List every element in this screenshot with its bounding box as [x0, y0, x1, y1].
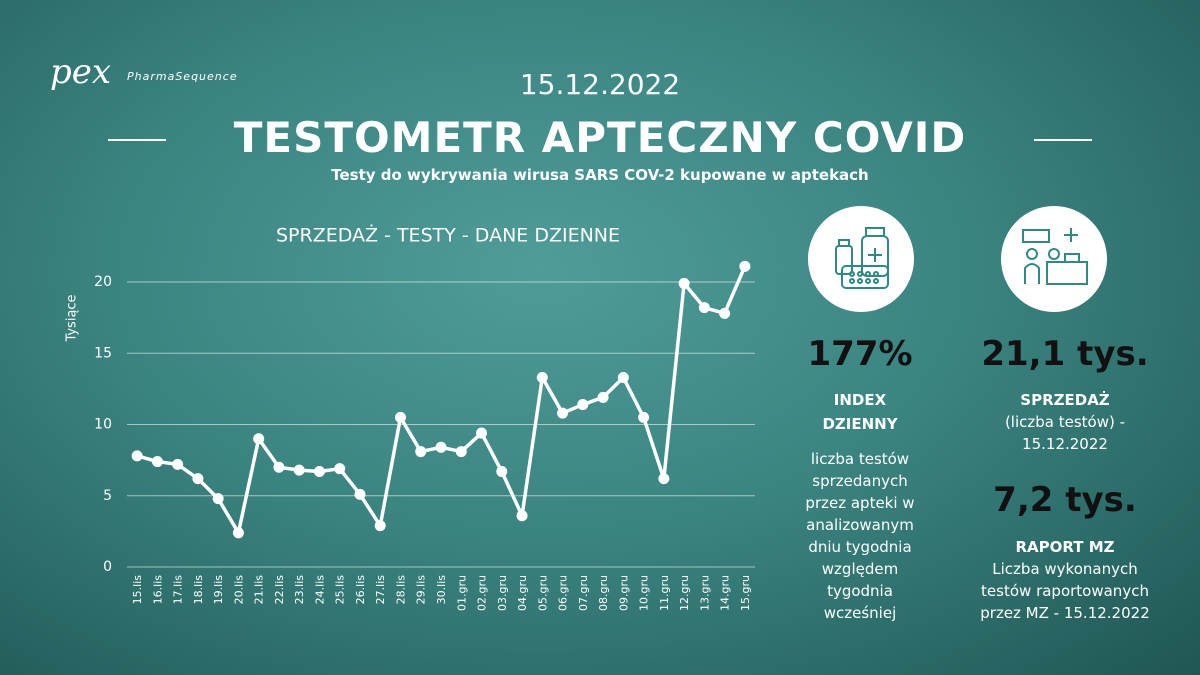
x-tick-label: 19.lis: [212, 575, 225, 605]
brand: PharmaSequence: [127, 70, 238, 83]
point: [638, 411, 650, 423]
y-tick-label: 15: [94, 345, 112, 361]
point: [172, 458, 184, 470]
x-tick-label: 25.lis: [334, 575, 347, 605]
subtitle: Testy do wykrywania wirusa SARS COV-2 ku…: [331, 166, 869, 184]
x-tick-label: 29.lis: [415, 575, 428, 605]
point: [293, 464, 305, 476]
x-tick-label: 08.gru: [597, 575, 610, 611]
point: [374, 520, 386, 532]
point: [577, 399, 589, 411]
point: [557, 407, 569, 419]
x-tick-label: 15.lis: [131, 575, 144, 605]
x-tick-label: 06.gru: [557, 575, 570, 611]
x-tick-label: 26.lis: [354, 575, 367, 605]
x-tick-label: 18.lis: [192, 575, 205, 605]
point: [739, 260, 751, 272]
x-tick-label: 21.lis: [253, 575, 266, 605]
x-tick-label: 16.lis: [151, 575, 164, 605]
point: [435, 441, 447, 453]
index-description: liczba testów sprzedanych przez apteki w…: [805, 450, 915, 622]
rule: [108, 139, 166, 141]
index-value: 177%: [807, 334, 913, 374]
point: [597, 391, 609, 403]
rule: [1034, 139, 1092, 141]
report-description: Liczba wykonanych testów raportowanych p…: [980, 560, 1150, 622]
point: [698, 302, 710, 314]
point: [334, 463, 346, 475]
x-tick-label: 03.gru: [496, 575, 509, 611]
x-tick-label: 20.lis: [232, 575, 245, 605]
x-tick-label: 10.gru: [638, 575, 651, 611]
point: [313, 466, 325, 478]
y-tick-label: 5: [103, 488, 112, 504]
x-tick-label: 04.gru: [516, 575, 529, 611]
point: [273, 461, 285, 473]
x-tick-label: 02.gru: [476, 575, 489, 611]
report-value: 7,2 tys.: [993, 480, 1137, 520]
icon-medicine: [808, 206, 914, 312]
x-tick-label: 15.gru: [739, 575, 752, 611]
point: [658, 473, 670, 485]
point: [476, 427, 488, 439]
sales-description: (liczba testów) - 15.12.2022: [1004, 413, 1126, 453]
point: [253, 433, 265, 445]
y-tick-label: 0: [103, 559, 112, 575]
point: [678, 277, 690, 289]
x-tick-label: 13.gru: [698, 575, 711, 611]
line: [136, 265, 747, 535]
chart: SPRZEDAŻ - TESTY - DANE DZIENNE Tysiące …: [0, 0, 790, 675]
date: 15.12.2022: [519, 68, 681, 101]
sales-label: SPRZEDAŻ: [1020, 391, 1110, 409]
x-tick-label: 30.lis: [435, 575, 448, 605]
icon-pharmacy: [1001, 206, 1107, 312]
y-tick-label: 20: [94, 274, 112, 290]
x-tick-label: 01.gru: [455, 575, 468, 611]
chart-title: SPRZEDAŻ - TESTY - DANE DZIENNE: [276, 224, 620, 247]
point: [232, 527, 244, 539]
x-tick-label: 07.gru: [577, 575, 590, 611]
point: [719, 307, 731, 319]
point: [192, 473, 204, 485]
point: [617, 371, 629, 383]
x-tick-label: 22.lis: [273, 575, 286, 605]
point: [415, 446, 427, 458]
point: [151, 456, 163, 468]
x-tick-label: 05.gru: [536, 575, 549, 611]
point: [394, 411, 406, 423]
point: [516, 510, 528, 522]
x-tick-label: 12.gru: [678, 575, 691, 611]
index-label: INDEX DZIENNY: [822, 391, 898, 433]
sales-value: 21,1 tys.: [981, 334, 1149, 374]
x-tick-label: 24.lis: [313, 575, 326, 605]
point: [212, 493, 224, 505]
x-tick-label: 27.lis: [374, 575, 387, 605]
point: [354, 488, 366, 500]
logo: pex: [50, 52, 112, 92]
x-tick-label: 28.lis: [394, 575, 407, 605]
point: [496, 466, 508, 478]
x-tick-label: 17.lis: [172, 575, 185, 605]
x-tick-label: 14.gru: [719, 575, 732, 611]
x-tick-label: 09.gru: [617, 575, 630, 611]
x-tick-label: 23.lis: [293, 575, 306, 605]
report-label: RAPORT MZ: [1015, 538, 1115, 556]
point: [131, 450, 143, 462]
title: TESTOMETR APTECZNY COVID: [233, 113, 967, 162]
y-tick-label: 10: [94, 417, 112, 433]
point: [536, 371, 548, 383]
x-tick-label: 11.gru: [658, 575, 671, 611]
point: [455, 446, 467, 458]
y-axis-label: Tysiące: [65, 294, 80, 342]
